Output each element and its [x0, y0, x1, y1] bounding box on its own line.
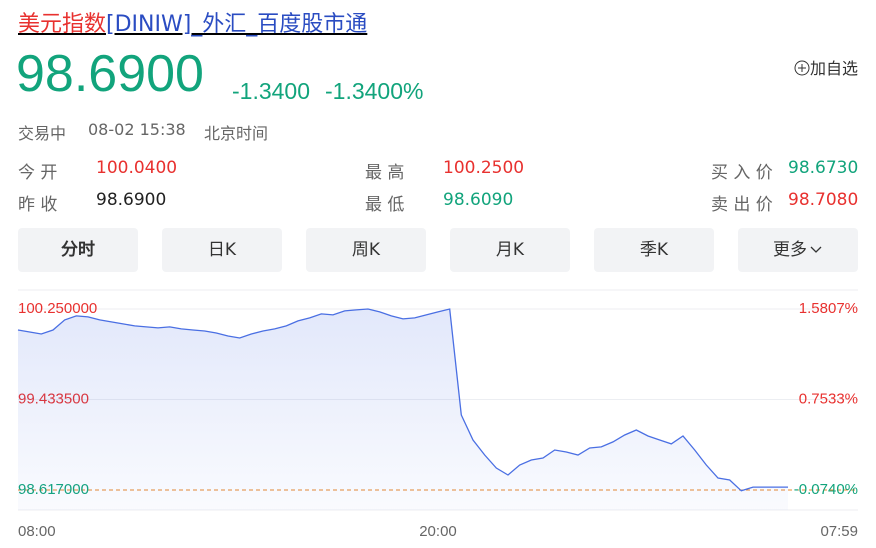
title-link[interactable]: 美元指数[DINIW]_外汇_百度股市通 — [18, 6, 367, 38]
area — [18, 309, 788, 510]
stat-label: 今 开 — [18, 163, 58, 183]
zone: 北京时间 — [204, 124, 269, 143]
status: 交易中 — [18, 124, 67, 143]
tab[interactable]: 周K — [306, 228, 426, 272]
title-name[interactable]: 美元指数 — [18, 12, 107, 37]
y2-tick-label: -0.0740% — [794, 481, 858, 498]
stat-label: 昨 收 — [18, 195, 58, 215]
tab[interactable]: 季K — [594, 228, 714, 272]
x-tick-label: 20:00 — [419, 523, 457, 540]
tab[interactable]: 更多 — [738, 228, 858, 272]
stat-label: 买 入 价 — [711, 163, 773, 183]
y-tick-label: 100.250000 — [18, 300, 97, 317]
tab[interactable]: 日K — [162, 228, 282, 272]
tab[interactable]: 月K — [450, 228, 570, 272]
x-tick-label: 08:00 — [18, 523, 56, 540]
stat-label: 最 高 — [365, 163, 405, 183]
stat-label: 卖 出 价 — [711, 195, 773, 215]
stat-value: 100.2500 — [443, 158, 525, 178]
stat-value: 100.0400 — [96, 158, 178, 178]
x-tick-label: 07:59 — [820, 523, 858, 540]
stat-value: 98.6090 — [443, 190, 514, 210]
watch-button[interactable]: 加自选 — [794, 55, 858, 79]
stat-value: 98.7080 — [788, 190, 859, 210]
tab[interactable]: 分时 — [18, 228, 138, 272]
stat-value: 98.6730 — [788, 158, 859, 178]
stat-value: 98.6900 — [96, 190, 167, 210]
title-source[interactable]: [DINIW]_外汇_百度股市通 — [106, 12, 368, 37]
change: -1.3400 — [232, 78, 311, 104]
y2-tick-label: 0.7533% — [799, 390, 858, 407]
stat-label: 最 低 — [365, 195, 405, 215]
price: 98.6900 — [16, 45, 204, 103]
time: 08-02 15:38 — [88, 120, 186, 139]
y2-tick-label: 1.5807% — [799, 300, 858, 317]
watch-label[interactable]: 加自选 — [809, 59, 858, 78]
chart: 100.25000099.43350098.6170001.5807%0.753… — [17, 289, 858, 540]
chevron — [810, 246, 822, 253]
change-pct: -1.3400% — [325, 78, 424, 104]
line — [17, 308, 788, 492]
plus-icon — [794, 60, 810, 76]
